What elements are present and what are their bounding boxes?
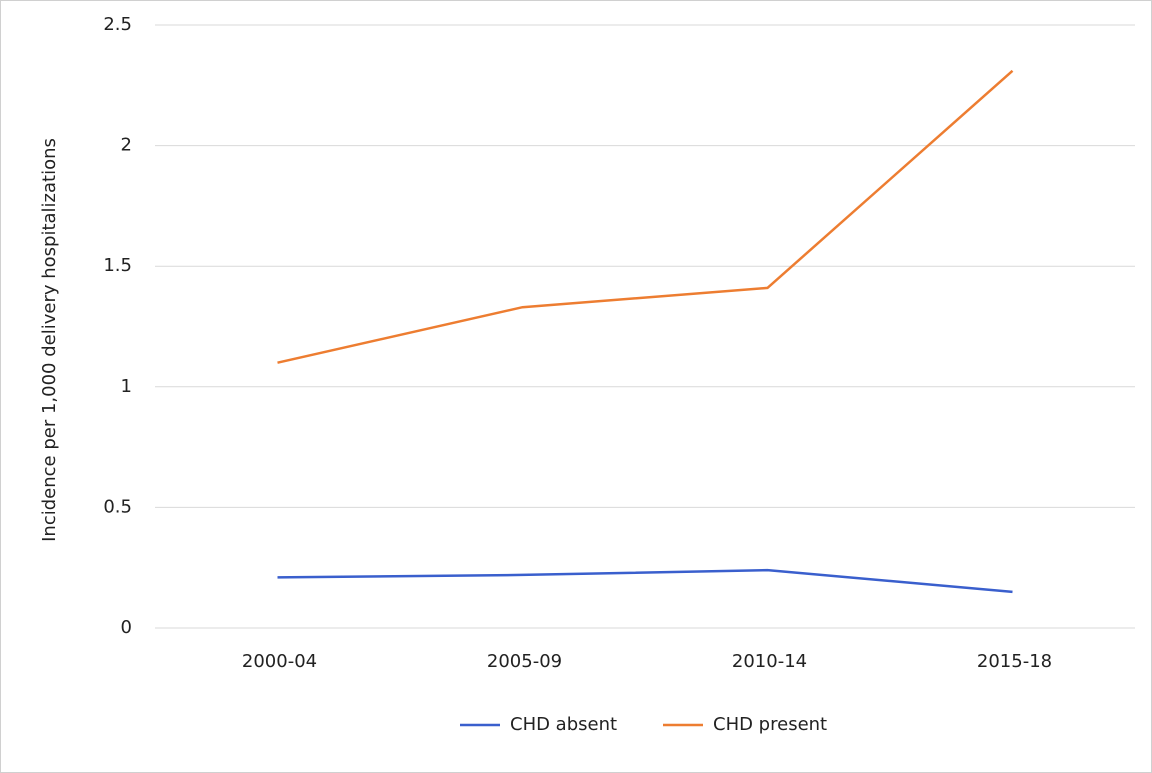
x-tick-label: 2005-09: [487, 651, 562, 672]
y-tick-label: 0.5: [103, 496, 132, 517]
y-tick-label: 0: [121, 617, 132, 638]
x-tick-label: 2015-18: [977, 651, 1052, 672]
x-tick-label: 2000-04: [242, 651, 317, 672]
y-tick-label: 1.5: [103, 255, 132, 276]
y-axis-label: Incidence per 1,000 delivery hospitaliza…: [39, 138, 60, 542]
series-line: [277, 568, 1013, 594]
x-tick-label: 2010-14: [732, 651, 807, 672]
y-tick-label: 2: [121, 135, 132, 156]
y-tick-label: 1: [121, 376, 132, 397]
y-tick-label: 2.5: [103, 14, 132, 35]
series-line: [277, 69, 1014, 364]
legend-label: CHD present: [713, 714, 827, 735]
legend-label: CHD absent: [510, 714, 617, 735]
